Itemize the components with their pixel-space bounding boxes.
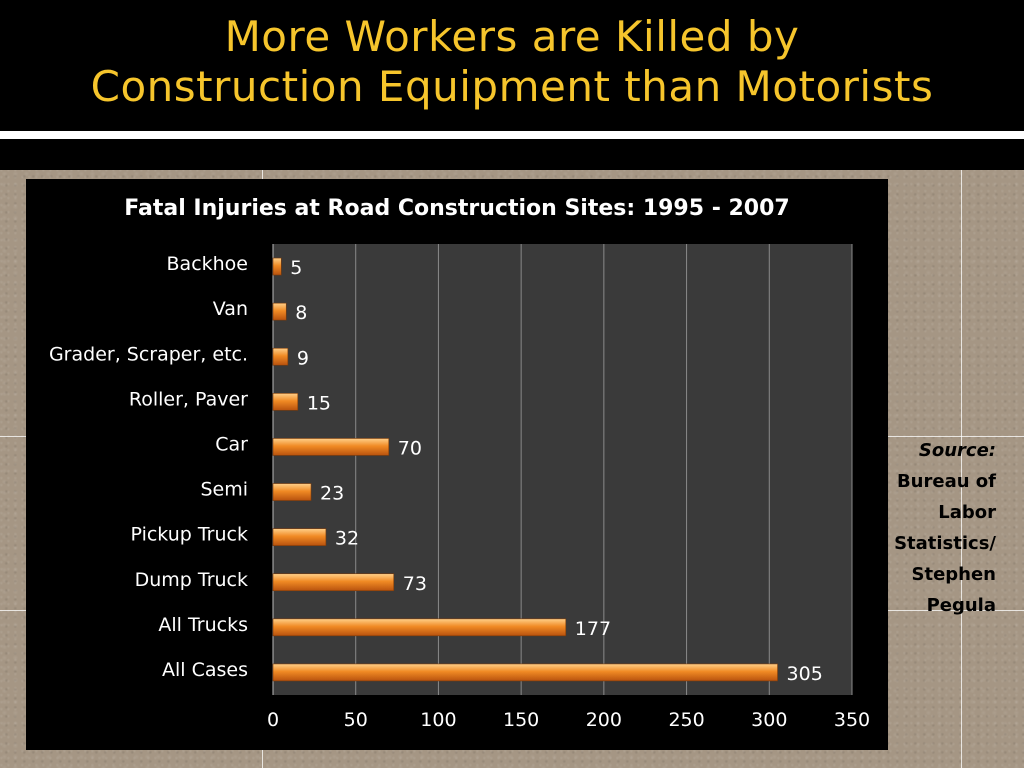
x-tick-label: 350	[834, 709, 870, 731]
x-tick-label: 0	[267, 709, 279, 731]
bar	[272, 618, 567, 637]
bar	[272, 528, 327, 546]
bar	[272, 483, 312, 501]
data-label: 32	[335, 528, 359, 550]
source-line: Statistics/	[894, 533, 996, 554]
x-tick-label: 150	[503, 709, 539, 731]
source-line: Bureau of	[896, 471, 996, 492]
data-label: 73	[403, 573, 427, 595]
bar	[272, 302, 287, 321]
x-tick-label: 200	[586, 709, 622, 731]
title-banner: More Workers are Killed by Construction …	[0, 0, 1024, 131]
data-label: 5	[290, 257, 302, 279]
y-tick-label: Grader, Scraper, etc.	[49, 343, 248, 365]
bar	[272, 663, 778, 682]
y-tick-label: Roller, Paver	[129, 388, 248, 410]
bar	[272, 438, 390, 456]
x-tick-label: 100	[420, 709, 456, 731]
slide-title-line2: Construction Equipment than Motorists	[90, 62, 934, 111]
data-label: 9	[297, 347, 309, 369]
y-tick-label: Backhoe	[167, 253, 248, 275]
bar	[272, 257, 282, 276]
x-tick-label: 250	[668, 709, 704, 731]
y-tick-label: Semi	[200, 479, 248, 501]
source-line: Labor	[938, 502, 996, 523]
y-tick-label: Van	[213, 298, 248, 320]
bar-chart: 0 50 100 150 200 250 300 350 Backhoe 5 Van 8 Grader,…	[49, 244, 870, 731]
chart-title: Fatal Injuries at Road Construction Site…	[124, 196, 790, 221]
source-note: Source: Bureau of Labor Statistics/ Step…	[894, 435, 996, 621]
bar	[272, 347, 289, 366]
bg-gridline-v2	[961, 170, 962, 768]
data-label: 15	[307, 392, 331, 414]
source-label: Source:	[918, 440, 996, 461]
slide-title: More Workers are Killed by Construction …	[0, 12, 1024, 112]
y-tick-label: Dump Truck	[135, 569, 248, 591]
data-label: 23	[320, 483, 344, 505]
data-label: 70	[398, 437, 422, 459]
data-label: 305	[787, 663, 823, 685]
x-tick-label: 50	[344, 709, 368, 731]
slide-title-line1: More Workers are Killed by	[224, 12, 800, 61]
data-label: 177	[575, 618, 611, 640]
y-tick-label: Car	[215, 433, 248, 455]
bar	[272, 573, 395, 592]
source-line: Stephen	[911, 564, 997, 585]
data-label: 8	[295, 302, 307, 324]
y-tick-label: All Trucks	[158, 614, 248, 636]
y-tick-label: Pickup Truck	[131, 524, 248, 546]
bar	[272, 393, 299, 411]
banner-stripe-white	[0, 131, 1024, 139]
banner-stripe-black	[0, 139, 1024, 170]
source-line: Pegula	[926, 595, 996, 616]
x-tick-label: 300	[751, 709, 787, 731]
y-tick-label: All Cases	[162, 659, 248, 681]
chart-panel: Fatal Injuries at Road Construction Site…	[26, 179, 888, 750]
